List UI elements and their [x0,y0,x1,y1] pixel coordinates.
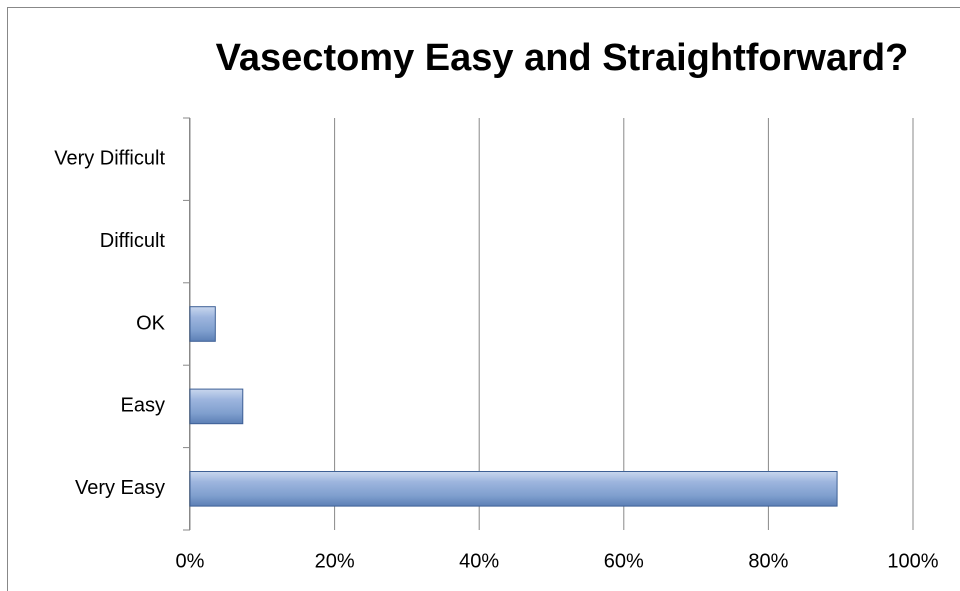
x-tick-label: 20% [315,550,355,572]
x-tick-label: 80% [748,550,788,572]
chart-frame [7,7,960,591]
y-tick-label: Easy [121,395,165,417]
chart-title: Vasectomy Easy and Straightforward? [216,37,909,79]
x-tick-label: 40% [459,550,499,572]
y-tick-label: Difficult [100,230,166,252]
x-tick-label: 60% [604,550,644,572]
y-tick-label: Very Difficult [54,147,165,169]
bar [189,388,244,425]
y-tick-label: OK [136,312,166,334]
bar [189,306,216,342]
bar [189,470,838,507]
x-tick-label: 0% [176,550,205,572]
y-tick-label: Very Easy [75,477,165,499]
x-tick-label: 100% [887,550,938,572]
